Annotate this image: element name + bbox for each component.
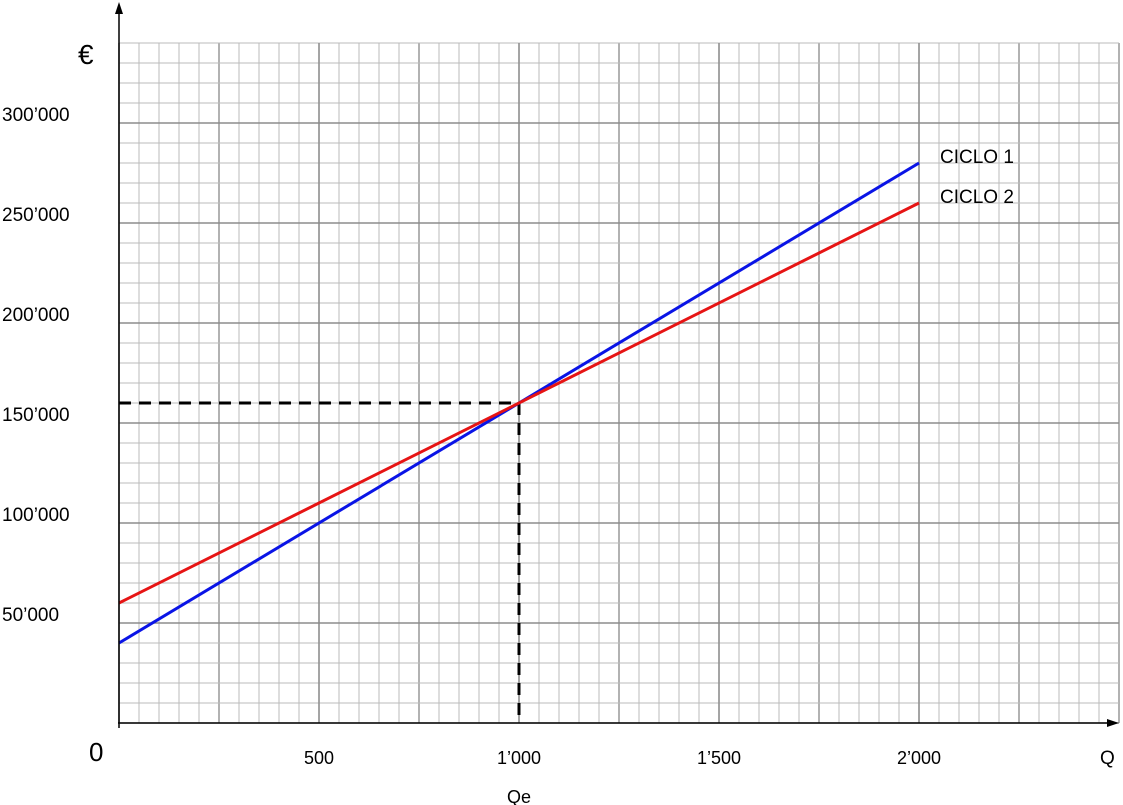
x-axis-label: Q [1100, 748, 1115, 769]
legend-label: CICLO 1 [940, 147, 1014, 168]
y-tick-label: 200’000 [2, 305, 70, 326]
x-tick-label: 1’000 [497, 748, 541, 768]
x-tick-label: 2’000 [897, 748, 941, 768]
y-axis-label: € [78, 39, 94, 70]
y-tick-label: 150’000 [2, 405, 70, 426]
x-tick-label: 500 [304, 748, 334, 768]
x-axis-arrow [1107, 719, 1119, 727]
y-tick-label: 50’000 [2, 605, 59, 626]
plot [118, 161, 920, 723]
y-tick-label: 100’000 [2, 505, 70, 526]
grid [118, 42, 1120, 724]
origin-label: 0 [89, 737, 103, 767]
x-tick-label: 1’500 [697, 748, 741, 768]
y-axis-arrow [115, 2, 123, 14]
y-tick-label: 300’000 [2, 105, 70, 126]
y-tick-label: 250’000 [2, 205, 70, 226]
series-line [118, 201, 920, 605]
reference-label: Qe [507, 787, 531, 805]
legend-label: CICLO 2 [940, 187, 1014, 208]
